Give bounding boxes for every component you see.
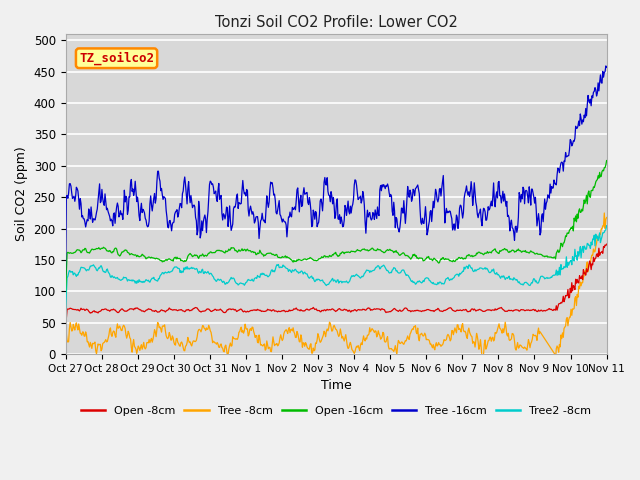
Legend: Open -8cm, Tree -8cm, Open -16cm, Tree -16cm, Tree2 -8cm: Open -8cm, Tree -8cm, Open -16cm, Tree -… <box>76 401 596 420</box>
Title: Tonzi Soil CO2 Profile: Lower CO2: Tonzi Soil CO2 Profile: Lower CO2 <box>214 15 458 30</box>
X-axis label: Time: Time <box>321 379 351 392</box>
Text: TZ_soilco2: TZ_soilco2 <box>79 51 154 65</box>
Y-axis label: Soil CO2 (ppm): Soil CO2 (ppm) <box>15 147 28 241</box>
